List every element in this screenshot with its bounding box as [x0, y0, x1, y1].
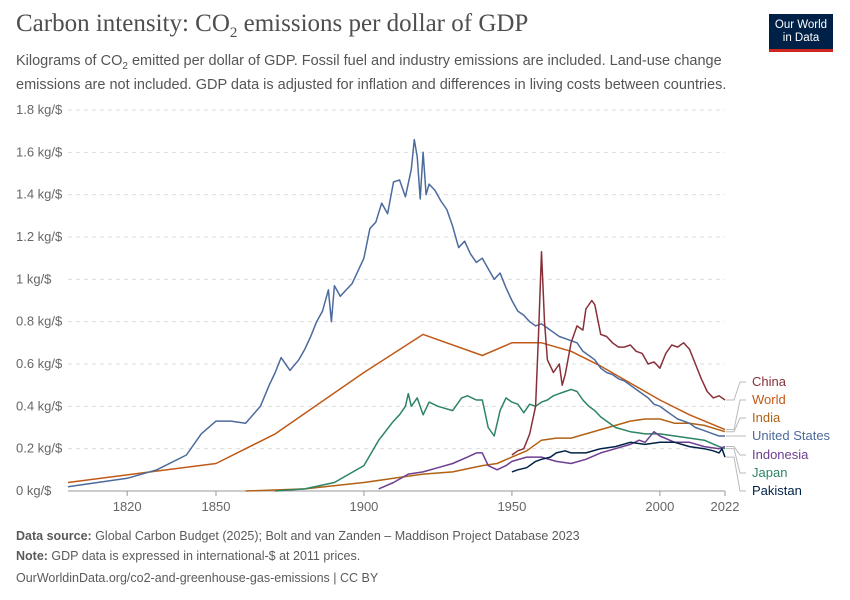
y-tick-label: 1.6 kg/$ — [16, 144, 63, 159]
legend-connector — [726, 399, 746, 431]
chart-note: Note: GDP data is expressed in internati… — [16, 549, 361, 563]
y-tick-label: 0.6 kg/$ — [16, 356, 63, 371]
source-url[interactable]: OurWorldinData.org/co2-and-greenhouse-ga… — [16, 571, 379, 585]
gridlines — [68, 109, 725, 492]
legend: China World India United States Indonesia Jap… — [726, 374, 831, 498]
x-tick-label: 1900 — [349, 499, 378, 514]
chart-title: Carbon intensity: CO2 emissions per doll… — [16, 10, 529, 41]
y-tick-label: 0.2 kg/$ — [16, 441, 63, 456]
legend-connector — [726, 456, 746, 492]
series-line-china[interactable] — [511, 251, 726, 456]
series-lines — [67, 138, 726, 492]
legend-connector — [726, 417, 746, 433]
legend-connector — [726, 381, 746, 401]
legend-connector — [726, 448, 746, 474]
y-tick-label: 1.4 kg/$ — [16, 187, 63, 202]
legend-label-united-states[interactable]: United States — [752, 428, 831, 443]
data-source: Data source: Global Carbon Budget (2025)… — [16, 529, 580, 543]
legend-label-china[interactable]: China — [752, 374, 787, 389]
y-tick-label: 0.4 kg/$ — [16, 398, 63, 413]
legend-label-indonesia[interactable]: Indonesia — [752, 447, 809, 462]
y-tick-label: 1.8 kg/$ — [16, 102, 63, 117]
x-tick-label: 2022 — [711, 499, 740, 514]
x-tick-label: 1850 — [202, 499, 231, 514]
series-line-india[interactable] — [245, 418, 726, 492]
y-tick-label: 1.2 kg/$ — [16, 229, 63, 244]
y-tick-label: 0.8 kg/$ — [16, 314, 63, 329]
chart-subtitle: Kilograms of CO2 emitted per dollar of G… — [16, 53, 727, 93]
logo-line-2: in Data — [782, 31, 820, 44]
x-tick-label: 1820 — [113, 499, 142, 514]
y-tick-label: 0 kg/$ — [16, 483, 52, 498]
legend-label-pakistan[interactable]: Pakistan — [752, 483, 802, 498]
legend-label-india[interactable]: India — [752, 410, 781, 425]
series-line-world[interactable] — [67, 333, 726, 484]
owid-logo[interactable]: Our World in Data — [769, 14, 833, 52]
legend-label-world[interactable]: World — [752, 392, 786, 407]
series-line-pakistan[interactable] — [511, 441, 726, 473]
logo-line-1: Our World — [774, 18, 828, 31]
x-tick-label: 2000 — [645, 499, 674, 514]
y-axis-ticks: 0 kg/$ 0.2 kg/$ 0.4 kg/$ 0.6 kg/$ 0.8 kg/$ 1 … — [16, 102, 63, 498]
x-axis-ticks: 1820 1850 1900 1950 2000 2022 — [113, 491, 740, 514]
x-tick-label: 1950 — [497, 499, 526, 514]
series-line-japan[interactable] — [275, 388, 726, 492]
y-tick-label: 1 kg/$ — [16, 271, 52, 286]
legend-connector — [726, 446, 746, 456]
series-line-indonesia[interactable] — [378, 430, 726, 490]
series-line-united-states[interactable] — [67, 138, 725, 488]
legend-label-japan[interactable]: Japan — [752, 465, 787, 480]
